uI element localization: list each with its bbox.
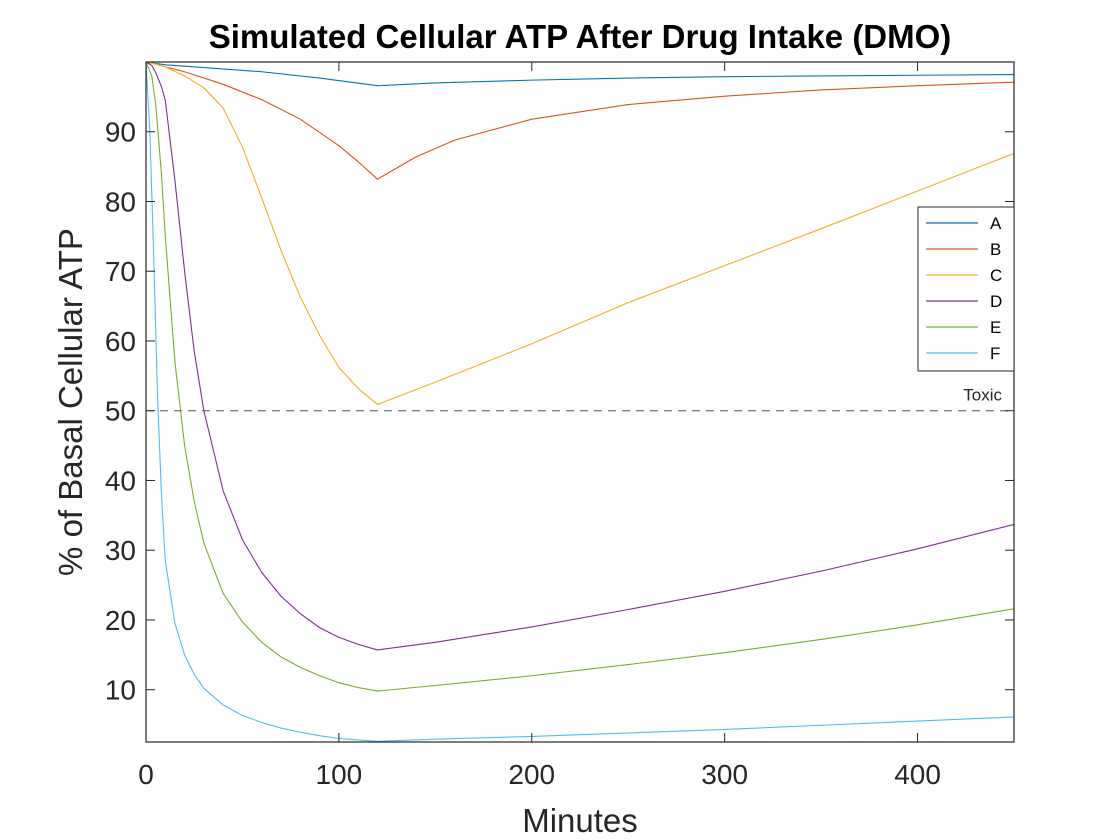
legend-box <box>917 206 1015 372</box>
series-line-f <box>146 62 1014 742</box>
x-axis-label: Minutes <box>522 802 638 839</box>
y-tick-label: 20 <box>105 605 136 636</box>
legend-label-f: F <box>990 344 1000 363</box>
series-line-b <box>146 62 1014 180</box>
legend-label-a: A <box>990 214 1002 233</box>
chart-title: Simulated Cellular ATP After Drug Intake… <box>209 18 952 55</box>
series-line-c <box>146 62 1014 405</box>
x-tick-label: 300 <box>701 759 748 790</box>
series-line-e <box>146 62 1014 692</box>
threshold-group: Toxic <box>146 386 1014 412</box>
legend-label-d: D <box>990 292 1002 311</box>
y-tick-label: 90 <box>105 117 136 148</box>
x-tick-label: 100 <box>316 759 363 790</box>
x-tick-label: 0 <box>138 759 154 790</box>
y-tick-label: 80 <box>105 186 136 217</box>
y-tick-label: 50 <box>105 396 136 427</box>
x-tick-label: 200 <box>508 759 555 790</box>
series-group <box>146 62 1014 742</box>
x-tick-label: 400 <box>894 759 941 790</box>
y-tick-label: 40 <box>105 465 136 496</box>
legend-label-c: C <box>990 266 1002 285</box>
y-tick-label: 70 <box>105 256 136 287</box>
ticks-group: 0 100 200 300 400 10 20 30 40 50 60 70 80 90 <box>105 62 1014 790</box>
legend-label-b: B <box>990 240 1001 259</box>
toxic-threshold-label: Toxic <box>963 386 1002 405</box>
axes-box <box>145 61 1015 743</box>
y-axis-label: % of Basal Cellular ATP <box>52 228 89 576</box>
series-line-a <box>146 62 1014 87</box>
legend-label-e: E <box>990 318 1001 337</box>
y-tick-label: 30 <box>105 535 136 566</box>
y-tick-label: 60 <box>105 326 136 357</box>
y-tick-label: 10 <box>105 675 136 706</box>
series-line-d <box>146 62 1014 651</box>
